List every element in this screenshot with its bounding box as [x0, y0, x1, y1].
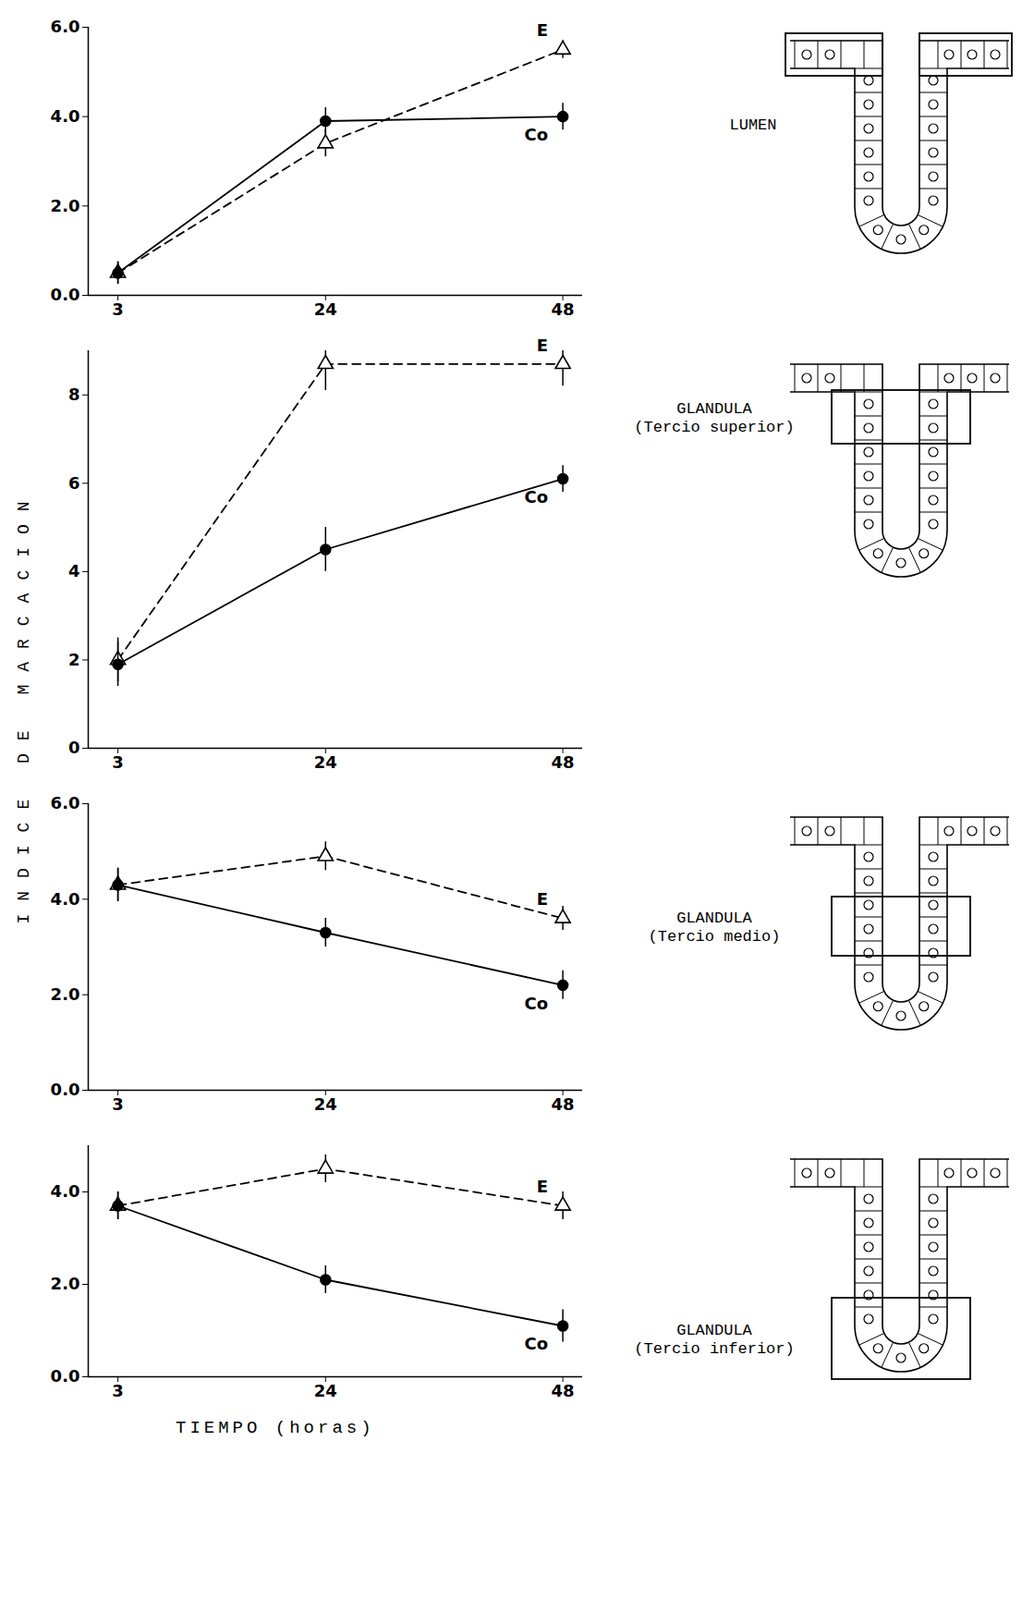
- svg-text:E: E: [536, 335, 548, 355]
- svg-text:4.0: 4.0: [50, 1180, 81, 1201]
- html-text:TIEMPO (horas): TIEMPO (horas): [175, 1417, 375, 1438]
- svg-text:4.0: 4.0: [50, 888, 81, 909]
- svg-text:6.0: 6.0: [50, 16, 81, 37]
- svg-text:2: 2: [68, 649, 81, 670]
- svg-text:GLANDULA(Tercio inferior): GLANDULA(Tercio inferior): [633, 1321, 794, 1358]
- svg-text:3: 3: [111, 299, 124, 319]
- svg-text:GLANDULA(Tercio superior): GLANDULA(Tercio superior): [633, 400, 794, 437]
- svg-text:2.0: 2.0: [50, 1273, 81, 1293]
- svg-text:48: 48: [551, 752, 575, 772]
- svg-text:0: 0: [68, 737, 81, 757]
- svg-text:Co: Co: [524, 1333, 549, 1353]
- svg-text:24: 24: [314, 1380, 338, 1400]
- svg-text:Co: Co: [524, 993, 549, 1013]
- svg-text:0.0: 0.0: [50, 1365, 81, 1386]
- svg-text:0.0: 0.0: [50, 284, 81, 305]
- svg-text:6: 6: [68, 473, 81, 493]
- svg-text:0.0: 0.0: [50, 1079, 81, 1099]
- svg-text:4.0: 4.0: [50, 106, 81, 126]
- svg-text:24: 24: [314, 299, 338, 319]
- svg-text:24: 24: [314, 1094, 338, 1114]
- svg-text:48: 48: [551, 1094, 575, 1114]
- svg-text:48: 48: [551, 299, 575, 319]
- svg-text:E: E: [536, 1176, 548, 1196]
- svg-text:Co: Co: [524, 486, 549, 507]
- svg-text:48: 48: [551, 1380, 575, 1400]
- svg-text:3: 3: [111, 752, 124, 772]
- svg-text:4: 4: [68, 560, 81, 581]
- svg-text:2.0: 2.0: [50, 984, 81, 1004]
- svg-text:E: E: [536, 20, 548, 40]
- svg-text:INDICE DE MARCACION: INDICE DE MARCACION: [14, 487, 34, 924]
- svg-text:3: 3: [111, 1094, 124, 1114]
- svg-text:6.0: 6.0: [50, 792, 81, 813]
- svg-text:3: 3: [111, 1380, 124, 1400]
- svg-text:E: E: [536, 888, 548, 909]
- svg-text:24: 24: [314, 752, 338, 772]
- svg-text:LUMEN: LUMEN: [729, 116, 777, 134]
- svg-text:8: 8: [68, 384, 81, 404]
- svg-text:2.0: 2.0: [50, 195, 81, 216]
- svg-text:Co: Co: [524, 124, 549, 145]
- svg-text:GLANDULA(Tercio medio): GLANDULA(Tercio medio): [648, 909, 781, 946]
